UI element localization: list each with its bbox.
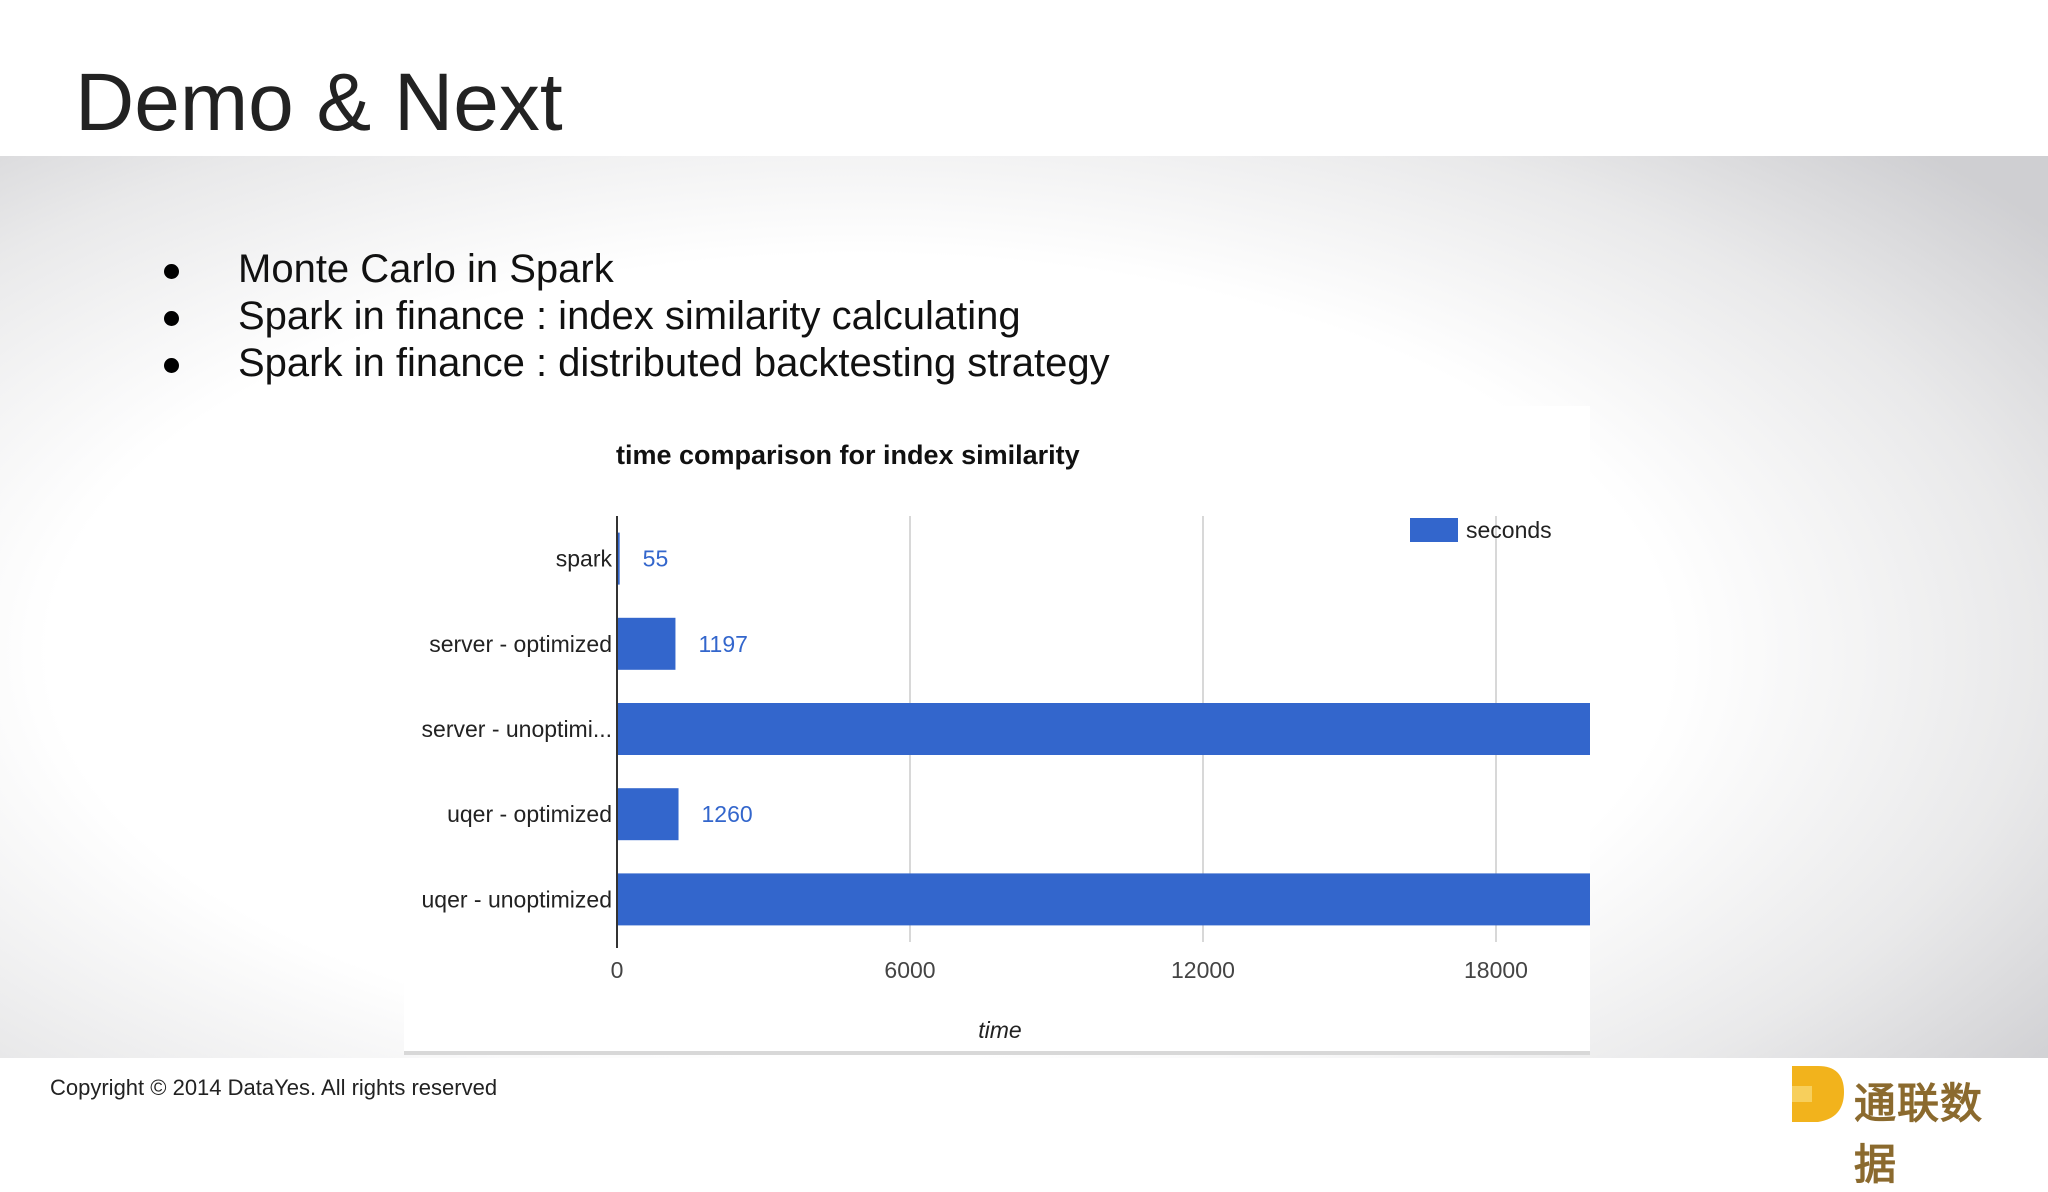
bullet-text: Spark in finance : index similarity calc… xyxy=(238,294,1021,338)
footer xyxy=(0,1058,2048,1152)
x-axis-label: time xyxy=(978,1017,1021,1043)
bar xyxy=(617,703,1590,755)
bar xyxy=(617,532,620,585)
bullet-item: Spark in finance : index similarity calc… xyxy=(160,293,1110,340)
y-category-label: uqer - optimized xyxy=(447,801,612,827)
bullet-item: Spark in finance : distributed backtesti… xyxy=(160,340,1110,387)
x-tick-label: 6000 xyxy=(884,957,935,983)
bullet-text: Spark in finance : distributed backtesti… xyxy=(238,341,1110,385)
bullet-item: Monte Carlo in Spark xyxy=(160,246,1110,293)
x-tick-label: 12000 xyxy=(1171,957,1235,983)
company-logo: 通联数据 xyxy=(1790,1062,2020,1189)
data-label: 55 xyxy=(643,546,669,572)
bullet-dot-icon xyxy=(164,358,179,373)
bullet-text: Monte Carlo in Spark xyxy=(238,247,614,291)
x-tick-label: 0 xyxy=(611,957,624,983)
copyright-text: Copyright © 2014 DataYes. All rights res… xyxy=(50,1075,498,1100)
logo-mark-icon xyxy=(1792,1066,1844,1122)
bar xyxy=(617,617,676,670)
logo-text: 通联数据 xyxy=(1854,1079,1984,1189)
bullet-dot-icon xyxy=(164,264,179,279)
slide-title: Demo & Next xyxy=(75,57,563,148)
x-tick-label: 18000 xyxy=(1464,957,1528,983)
bar xyxy=(617,788,679,841)
chart-title: time comparison for index similarity xyxy=(616,440,1080,470)
bar xyxy=(617,873,1590,926)
legend-label: seconds xyxy=(1466,517,1552,543)
y-category-label: server - optimized xyxy=(429,631,612,657)
legend-swatch xyxy=(1410,518,1458,542)
y-category-label: server - unoptimi... xyxy=(422,716,612,742)
bullet-list: Monte Carlo in Spark Spark in finance : … xyxy=(160,246,1110,387)
data-label: 1260 xyxy=(702,801,753,827)
bullet-dot-icon xyxy=(164,311,179,326)
chart-panel: time comparison for index similarity 0 600… xyxy=(404,406,1590,1055)
bar-chart: time comparison for index similarity 0 600… xyxy=(422,440,1590,1043)
y-category-label: spark xyxy=(556,546,613,572)
data-label: 1197 xyxy=(698,631,747,657)
y-category-label: uqer - unoptimized xyxy=(422,886,613,912)
